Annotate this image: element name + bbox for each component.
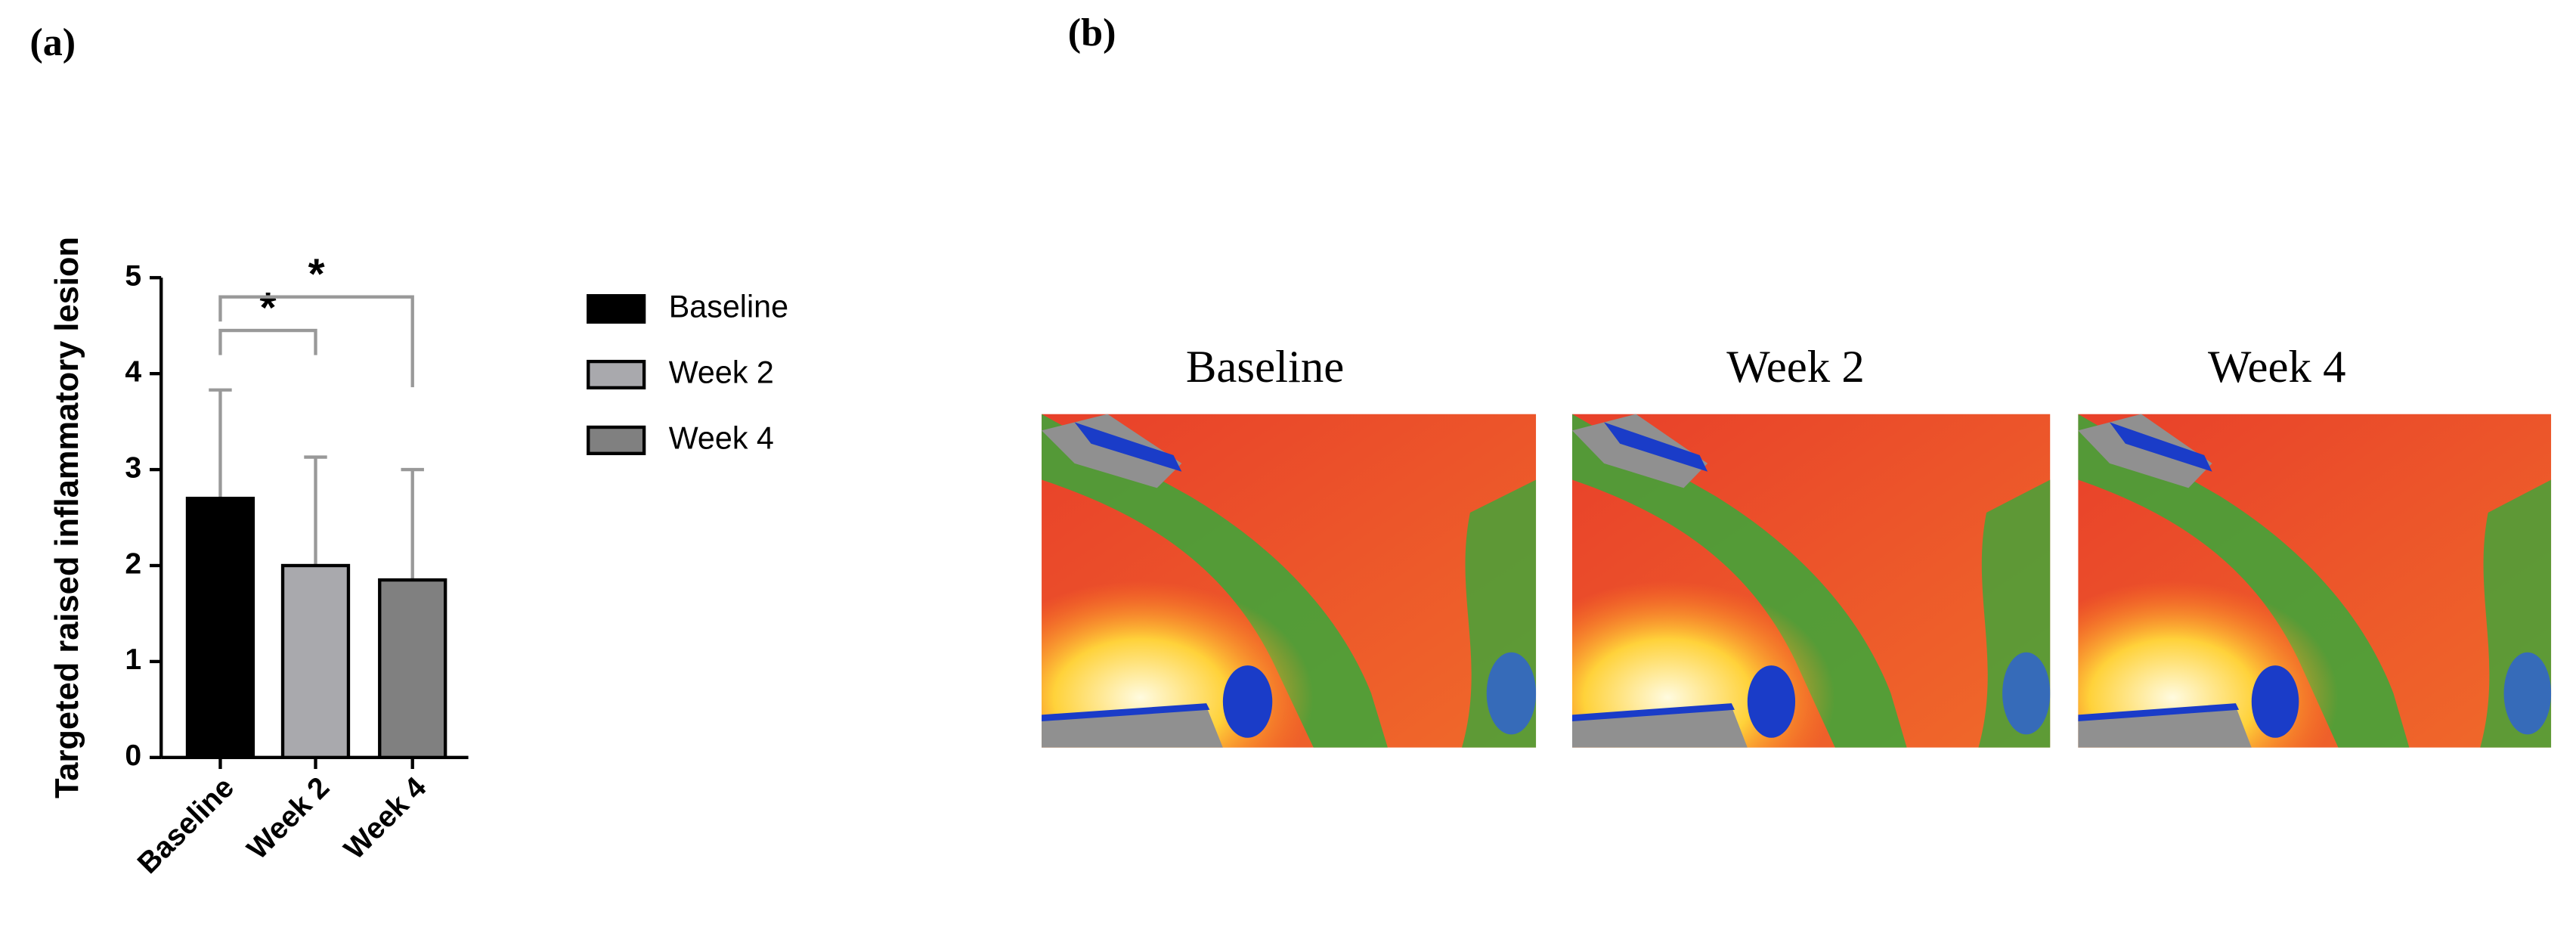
significance-bracket bbox=[218, 328, 317, 355]
panel-label: (b) bbox=[1068, 11, 1116, 54]
x-tick-label: Baseline bbox=[132, 771, 240, 880]
y-axis-label: Targeted raised inflammatory lesion bbox=[49, 237, 85, 798]
legend-swatch bbox=[587, 293, 646, 324]
legend-swatch bbox=[587, 425, 646, 455]
legend-label: Week 2 bbox=[669, 355, 774, 389]
panel-label: (a) bbox=[29, 21, 76, 64]
bar bbox=[378, 578, 447, 759]
y-tick-label: 3 bbox=[125, 451, 141, 484]
legend-swatch bbox=[587, 359, 646, 390]
image-label: Baseline bbox=[1186, 342, 1344, 392]
bar bbox=[185, 496, 255, 759]
heatmap-image bbox=[2078, 414, 2552, 748]
y-tick-label: 1 bbox=[125, 643, 141, 676]
heatmap-image bbox=[1571, 414, 2051, 748]
significance-star: * bbox=[259, 284, 276, 331]
image-label: Week 4 bbox=[2208, 342, 2346, 392]
y-tick-label: 4 bbox=[125, 356, 141, 389]
x-tick-label: Week 2 bbox=[241, 771, 336, 866]
legend-label: Week 4 bbox=[669, 420, 774, 455]
x-tick-label: Week 4 bbox=[338, 771, 432, 866]
significance-bracket bbox=[218, 295, 414, 388]
y-tick-label: 2 bbox=[125, 547, 141, 580]
legend-label: Baseline bbox=[669, 289, 788, 324]
y-tick-label: 0 bbox=[125, 739, 141, 772]
image-label: Week 2 bbox=[1726, 342, 1865, 392]
y-tick-label: 5 bbox=[125, 260, 141, 293]
heatmap-image bbox=[1042, 414, 1537, 748]
bar bbox=[280, 563, 351, 759]
significance-star: * bbox=[308, 250, 325, 297]
